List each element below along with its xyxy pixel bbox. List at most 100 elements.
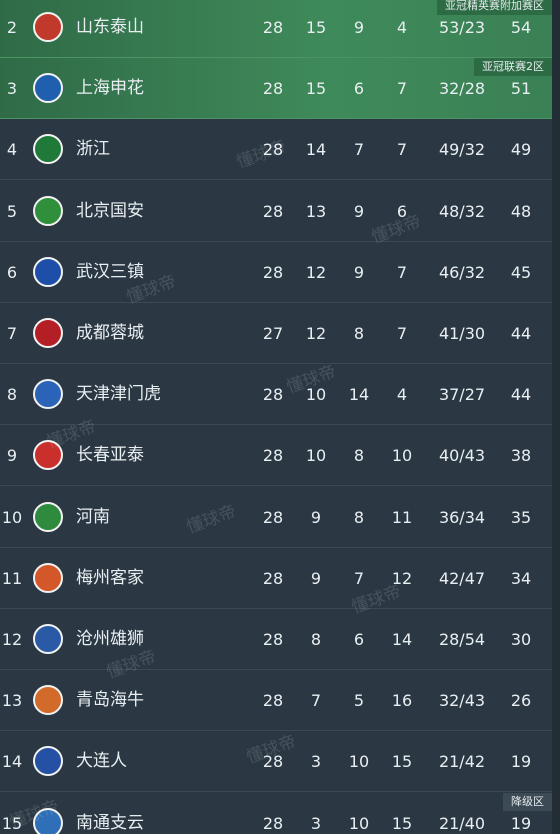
won: 15 <box>305 18 327 37</box>
team-row[interactable]: 2 28 15 9 4 53/23 54 山东泰山 亚冠精英赛附加赛区 <box>0 0 552 58</box>
team-name: 长春亚泰 <box>76 445 144 466</box>
team-logo <box>33 685 63 716</box>
team-logo <box>33 501 63 532</box>
points: 38 <box>510 446 532 466</box>
goals: 49/32 <box>438 140 486 160</box>
played: 28 <box>262 630 284 649</box>
drawn: 8 <box>353 324 365 343</box>
goals: 36/34 <box>438 507 486 527</box>
team-row[interactable]: 3 28 15 6 7 32/28 51 上海申花 亚冠联赛2区 <box>0 58 552 120</box>
points: 48 <box>510 201 532 221</box>
drawn: 6 <box>353 630 365 649</box>
team-row[interactable]: 13 28 7 5 16 32/43 26 青岛海牛 <box>0 670 552 732</box>
team-name: 浙江 <box>76 139 110 160</box>
drawn: 9 <box>353 201 365 221</box>
points: 19 <box>510 752 532 772</box>
drawn: 9 <box>353 18 365 37</box>
goals: 46/32 <box>438 262 486 282</box>
points: 45 <box>510 262 532 282</box>
rank: 14 <box>1 752 23 772</box>
rank: 13 <box>1 691 23 711</box>
rank: 12 <box>1 630 23 649</box>
goals: 32/28 <box>438 79 486 99</box>
team-row[interactable]: 6 28 12 9 7 46/32 45 武汉三镇 <box>0 242 552 303</box>
won: 10 <box>305 385 327 405</box>
team-logo <box>33 624 63 654</box>
won: 12 <box>305 324 327 343</box>
zone-tag: 亚冠精英赛附加赛区 <box>437 0 552 15</box>
played: 28 <box>262 18 284 37</box>
team-row[interactable]: 7 27 12 8 7 41/30 44 成都蓉城 <box>0 303 552 364</box>
played: 28 <box>262 813 284 833</box>
played: 28 <box>262 140 284 160</box>
lost: 15 <box>391 813 413 833</box>
points: 49 <box>510 140 532 160</box>
drawn: 14 <box>348 385 370 405</box>
team-row[interactable]: 15 28 3 10 15 21/40 19 南通支云 降级区 <box>0 792 552 834</box>
team-row[interactable]: 10 28 9 8 11 36/34 35 河南 <box>0 487 552 548</box>
played: 28 <box>262 568 284 588</box>
team-row[interactable]: 11 28 9 7 12 42/47 34 梅州客家 <box>0 548 552 609</box>
won: 9 <box>310 568 322 588</box>
played: 28 <box>262 752 284 772</box>
zone-tag: 降级区 <box>503 792 552 811</box>
played: 27 <box>262 324 284 343</box>
rank: 4 <box>6 140 18 160</box>
team-name: 梅州客家 <box>76 567 144 588</box>
drawn: 6 <box>353 79 365 99</box>
team-logo <box>33 440 63 471</box>
goals: 37/27 <box>438 385 486 405</box>
team-name: 上海申花 <box>76 78 144 99</box>
won: 14 <box>305 140 327 160</box>
won: 3 <box>310 752 322 772</box>
played: 28 <box>262 201 284 221</box>
played: 28 <box>262 446 284 466</box>
team-row[interactable]: 14 28 3 10 15 21/42 19 大连人 <box>0 731 552 793</box>
rank: 6 <box>6 262 18 282</box>
goals: 40/43 <box>438 446 486 466</box>
lost: 4 <box>396 385 408 405</box>
lost: 6 <box>396 201 408 221</box>
rank: 5 <box>6 201 18 221</box>
rank: 8 <box>6 385 18 405</box>
lost: 7 <box>396 324 408 343</box>
team-logo <box>33 746 63 777</box>
points: 19 <box>510 813 532 833</box>
points: 44 <box>510 385 532 405</box>
won: 9 <box>310 507 322 527</box>
team-logo <box>33 562 63 593</box>
team-row[interactable]: 4 28 14 7 7 49/32 49 浙江 <box>0 119 552 181</box>
team-row[interactable]: 5 28 13 9 6 48/32 48 北京国安 <box>0 181 552 242</box>
team-name: 北京国安 <box>76 200 144 221</box>
won: 7 <box>310 691 322 711</box>
lost: 14 <box>391 630 413 649</box>
team-name: 沧州雄狮 <box>76 629 144 649</box>
lost: 7 <box>396 140 408 160</box>
lost: 10 <box>391 446 413 466</box>
lost: 7 <box>396 79 408 99</box>
goals: 41/30 <box>438 324 486 343</box>
team-name: 大连人 <box>76 751 127 772</box>
goals: 48/32 <box>438 201 486 221</box>
team-row[interactable]: 8 28 10 14 4 37/27 44 天津津门虎 <box>0 364 552 426</box>
points: 34 <box>510 568 532 588</box>
team-logo <box>33 379 63 410</box>
team-row[interactable]: 9 28 10 8 10 40/43 38 长春亚泰 <box>0 425 552 487</box>
drawn: 5 <box>353 691 365 711</box>
rank: 11 <box>1 568 23 588</box>
played: 28 <box>262 79 284 99</box>
team-logo <box>33 73 63 104</box>
won: 12 <box>305 262 327 282</box>
rank: 15 <box>1 813 23 833</box>
lost: 15 <box>391 752 413 772</box>
won: 15 <box>305 79 327 99</box>
team-row[interactable]: 12 28 8 6 14 28/54 30 沧州雄狮 <box>0 609 552 670</box>
drawn: 9 <box>353 262 365 282</box>
lost: 11 <box>391 507 413 527</box>
lost: 4 <box>396 18 408 37</box>
team-logo <box>33 195 63 226</box>
played: 28 <box>262 691 284 711</box>
rank: 7 <box>6 324 18 343</box>
points: 54 <box>510 18 532 37</box>
